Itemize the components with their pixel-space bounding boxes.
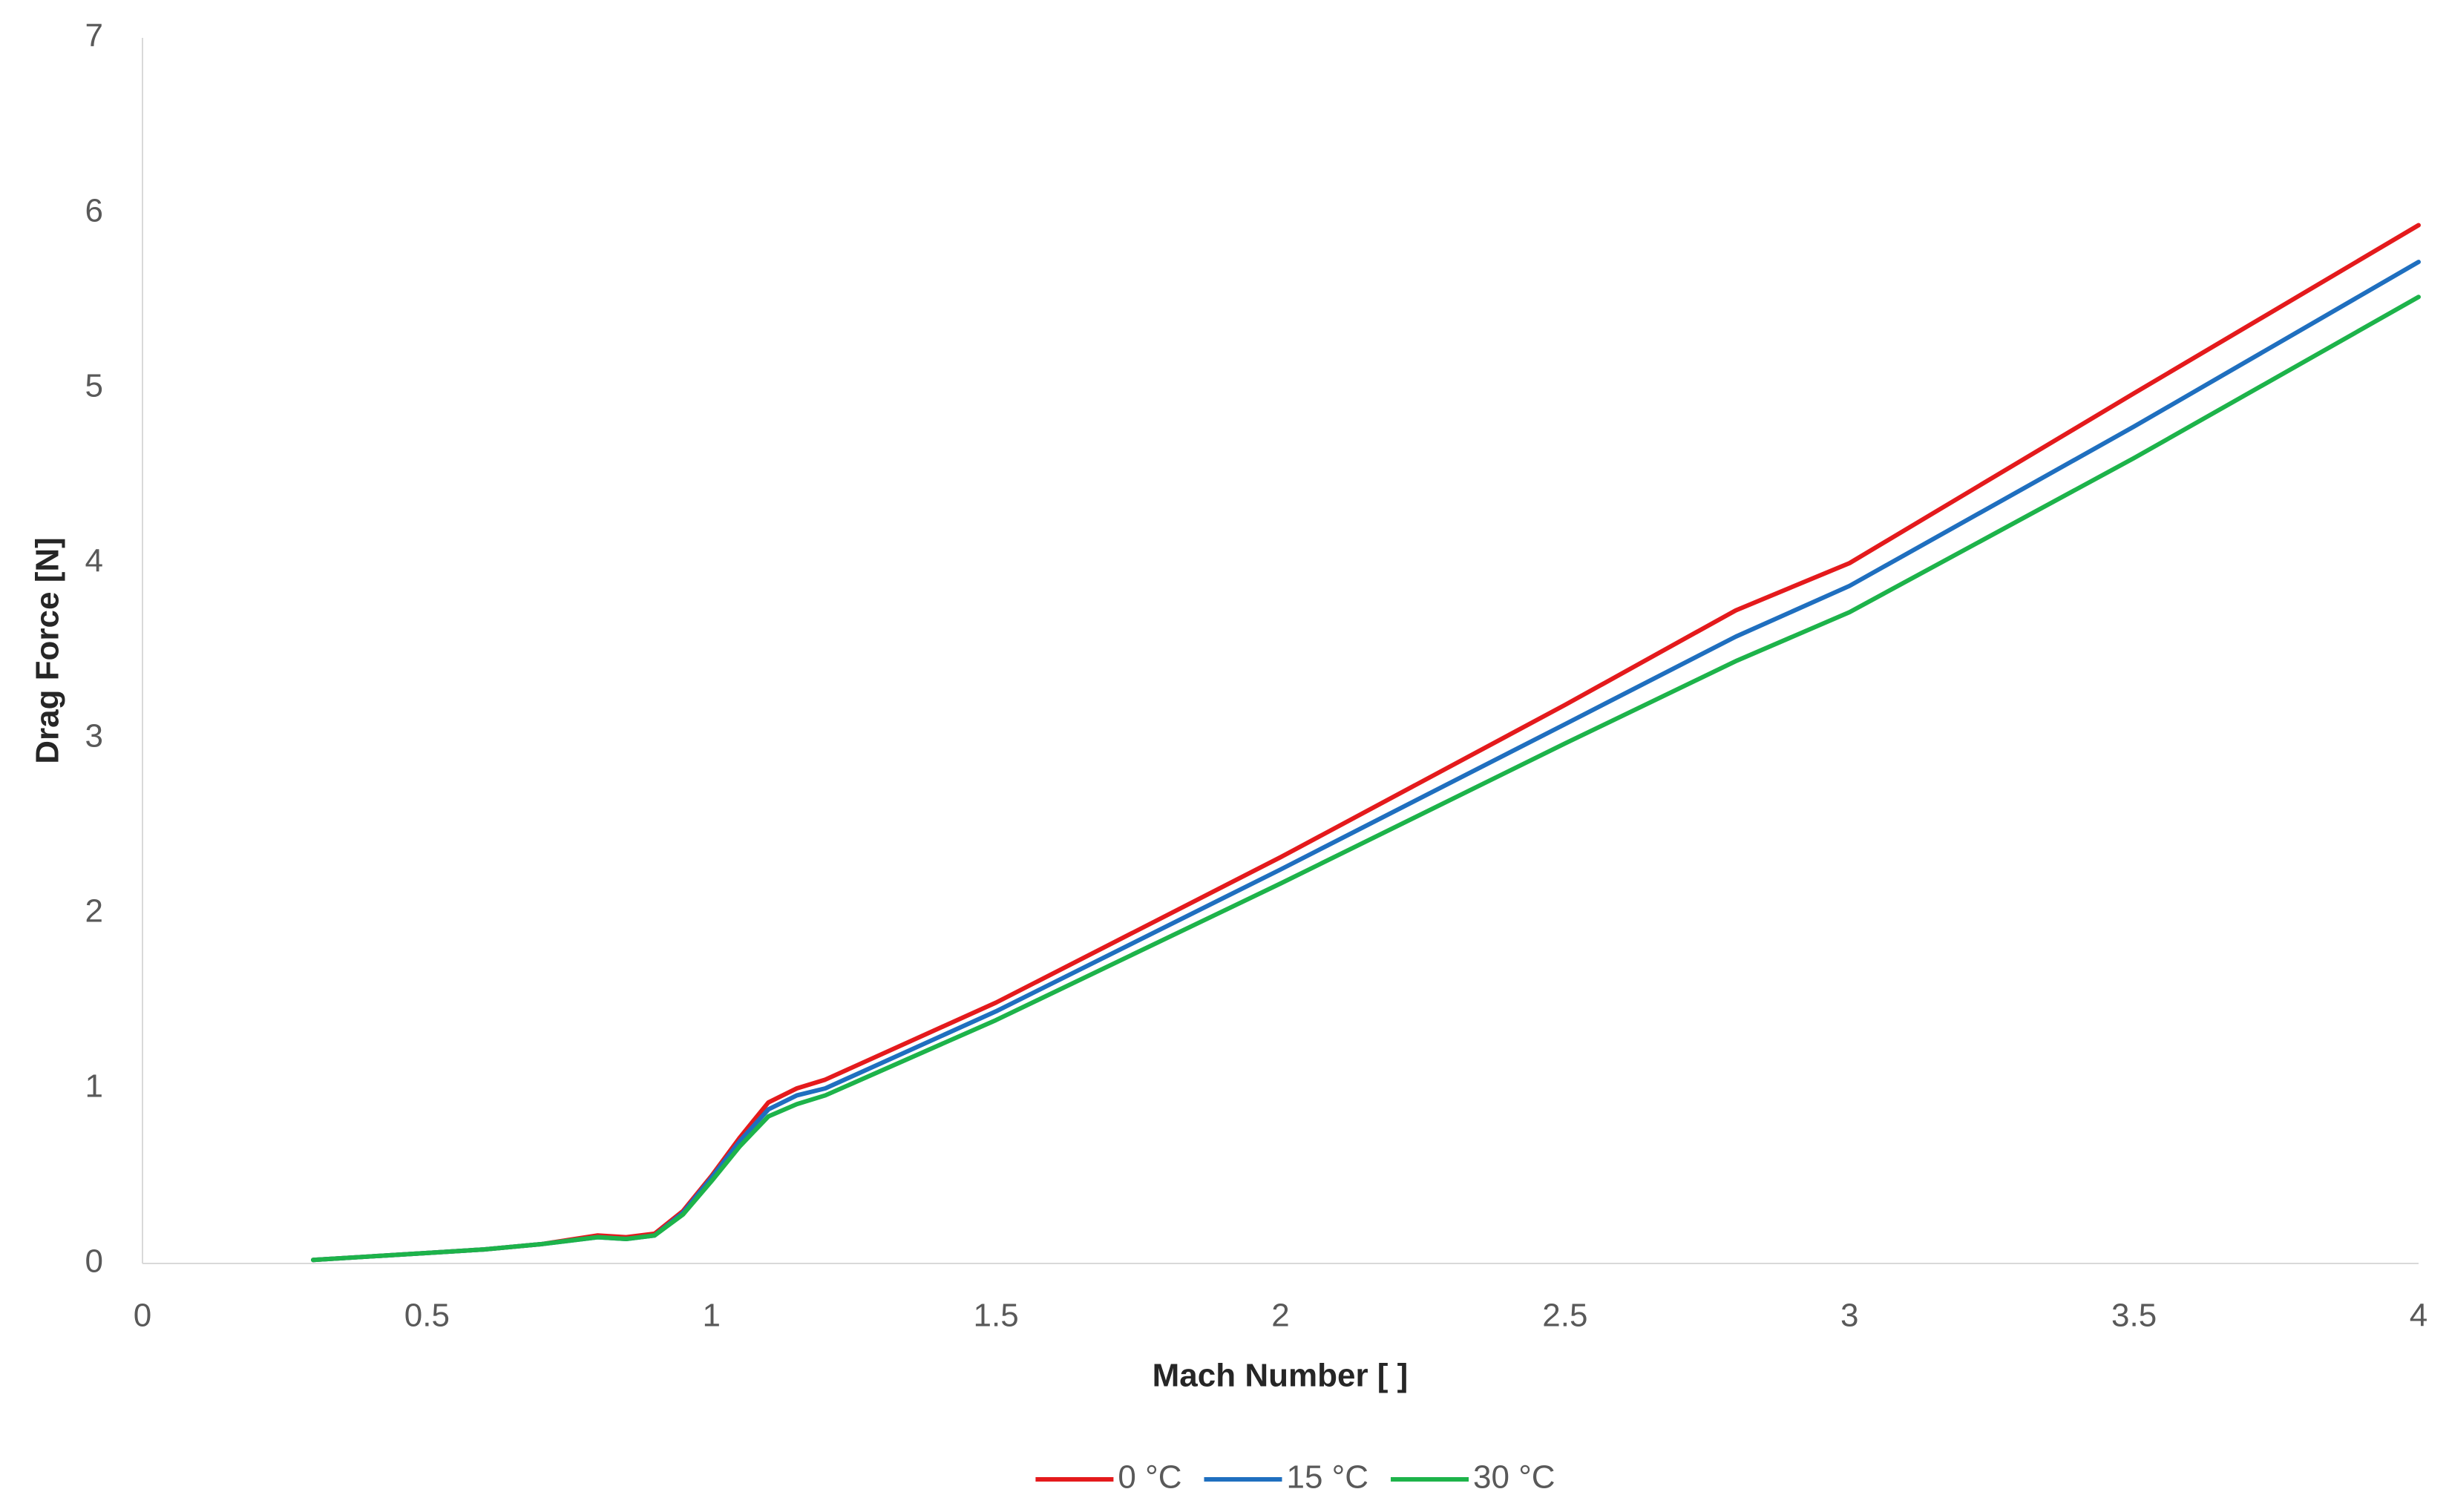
x-tick-label: 1.5 <box>974 1298 1019 1334</box>
x-tick-label: 0 <box>134 1298 151 1334</box>
x-tick-label: 3.5 <box>2111 1298 2157 1334</box>
y-tick-label: 7 <box>85 18 103 54</box>
y-tick-label: 4 <box>85 543 103 579</box>
x-axis-title: Mach Number [ ] <box>1153 1358 1409 1394</box>
x-tick-label: 1 <box>703 1298 721 1334</box>
x-tick-label: 2 <box>1271 1298 1289 1334</box>
x-tick-label: 2.5 <box>1542 1298 1587 1334</box>
y-tick-label: 3 <box>85 718 103 755</box>
y-tick-label: 1 <box>85 1068 103 1105</box>
legend-label: 0 °C <box>1118 1459 1181 1496</box>
y-tick-label: 2 <box>85 893 103 930</box>
series-line <box>311 223 2421 1263</box>
x-tick-label: 3 <box>1840 1298 1858 1334</box>
x-tick-label: 0.5 <box>404 1298 450 1334</box>
y-tick-label: 0 <box>85 1243 103 1280</box>
legend-label: 30 °C <box>1473 1459 1555 1496</box>
series-line <box>311 295 2421 1263</box>
y-tick-label: 6 <box>85 193 103 229</box>
y-axis-title: Drag Force [N] <box>30 537 66 764</box>
legend-label: 15 °C <box>1286 1459 1368 1496</box>
x-tick-label: 4 <box>2410 1298 2427 1334</box>
y-tick-label: 5 <box>85 368 103 404</box>
